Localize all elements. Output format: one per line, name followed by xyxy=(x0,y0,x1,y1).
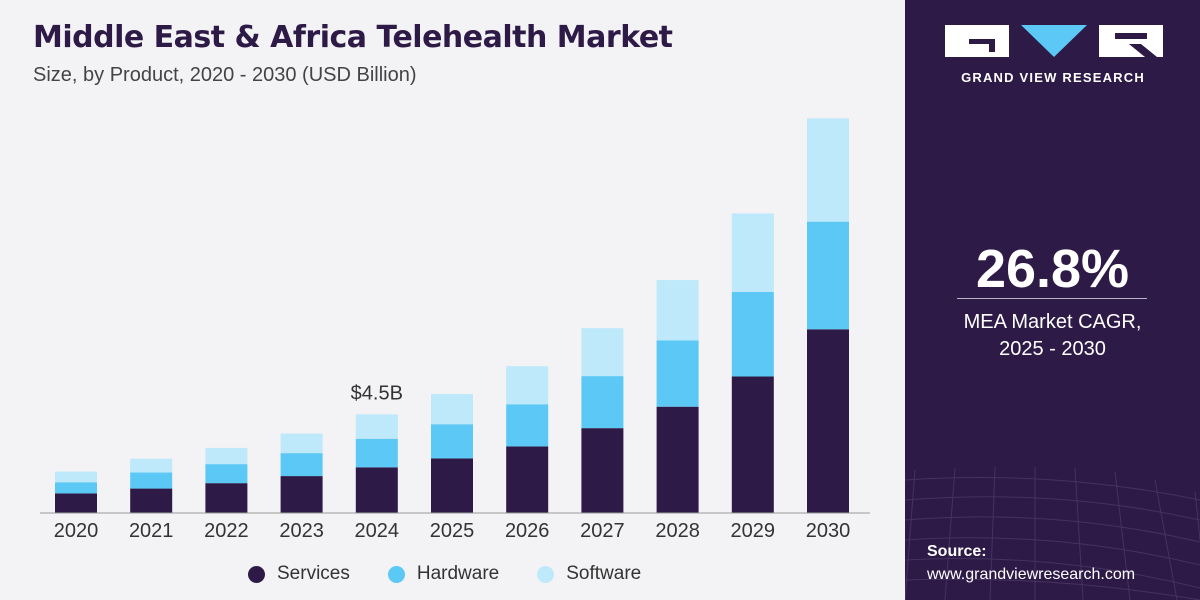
legend-item-software: Software xyxy=(537,563,641,585)
legend-label-hardware: Hardware xyxy=(416,563,500,584)
bar-software-2029 xyxy=(731,213,774,292)
bar-hardware-2028 xyxy=(656,340,699,407)
bar-hardware-2023 xyxy=(280,453,323,477)
stacked-bar-chart: 2020 2021 2022 2023 2024 $4.5B 2025 2026 2027 202… xyxy=(40,118,870,542)
logo-r-block xyxy=(1099,25,1163,57)
bar-services-2028 xyxy=(656,406,699,513)
chart-legend: Services Hardware Software xyxy=(248,562,679,586)
bar-software-2020 xyxy=(55,471,97,483)
legend-dot-software xyxy=(537,565,555,583)
bar-services-2021 xyxy=(130,488,173,513)
legend-dot-hardware xyxy=(387,565,405,583)
x-tick-2030: 2030 xyxy=(806,520,851,542)
legend-label-software: Software xyxy=(566,563,642,584)
cagr-label-line1: MEA Market CAGR, xyxy=(963,311,1142,333)
bar-hardware-2025 xyxy=(431,424,473,459)
cagr-label: MEA Market CAGR, 2025 - 2030 xyxy=(905,309,1200,363)
bar-hardware-2027 xyxy=(581,376,624,429)
bar-services-2024 xyxy=(355,467,398,513)
x-tick-2028: 2028 xyxy=(655,520,700,542)
chart-subtitle: Size, by Product, 2020 - 2030 (USD Billi… xyxy=(33,64,417,86)
chart-panel: Middle East & Africa Telehealth Market S… xyxy=(33,20,870,586)
bar-services-2025 xyxy=(431,458,473,513)
source-url[interactable]: www.grandviewresearch.com xyxy=(927,566,1136,583)
grid-decoration xyxy=(905,466,1200,600)
legend-item-hardware: Hardware xyxy=(387,563,500,585)
x-tick-2020: 2020 xyxy=(54,520,99,542)
bar-services-2027 xyxy=(581,428,624,513)
bar-software-2024 xyxy=(355,414,398,439)
x-tick-2025: 2025 xyxy=(430,520,475,542)
cagr-value: 26.8% xyxy=(975,239,1130,299)
bar-software-2025 xyxy=(431,394,473,425)
x-tick-2027: 2027 xyxy=(580,520,625,542)
x-tick-2024: 2024 xyxy=(355,520,400,542)
bar-software-2028 xyxy=(656,280,699,341)
bar-hardware-2024 xyxy=(355,438,398,468)
x-tick-2023: 2023 xyxy=(279,520,324,542)
brand-name: GRAND VIEW RESEARCH xyxy=(961,70,1145,85)
logo-v-triangle xyxy=(1021,25,1087,57)
source-label: Source: xyxy=(927,543,987,560)
bar-hardware-2026 xyxy=(506,404,549,447)
bar-services-2030 xyxy=(807,329,849,513)
x-tick-2022: 2022 xyxy=(204,520,249,542)
brand-panel: GRAND VIEW RESEARCH 26.8% MEA Market CAG… xyxy=(905,0,1200,600)
bar-services-2020 xyxy=(55,493,97,513)
x-tick-2021: 2021 xyxy=(129,520,174,542)
cagr-label-line2: 2025 - 2030 xyxy=(999,338,1106,360)
x-tick-2026: 2026 xyxy=(505,520,550,542)
bar-software-2023 xyxy=(280,433,323,454)
bar-software-2026 xyxy=(506,366,549,405)
bar-services-2023 xyxy=(280,476,323,513)
bar-software-2022 xyxy=(205,447,248,465)
cagr-divider xyxy=(957,298,1147,299)
bar-software-2021 xyxy=(130,458,173,473)
brand-logo xyxy=(945,25,1163,57)
annotation-2024: $4.5B xyxy=(351,382,403,404)
legend-dot-services xyxy=(248,565,265,583)
x-tick-2029: 2029 xyxy=(731,520,776,542)
bar-hardware-2021 xyxy=(130,472,173,489)
chart-title: Middle East & Africa Telehealth Market xyxy=(33,20,673,55)
legend-label-services: Services xyxy=(277,563,350,584)
bar-software-2027 xyxy=(581,328,624,377)
bar-hardware-2020 xyxy=(55,482,97,494)
bar-services-2029 xyxy=(731,376,774,513)
bar-software-2030 xyxy=(807,118,849,222)
bar-hardware-2030 xyxy=(807,221,849,330)
bar-hardware-2029 xyxy=(731,291,774,377)
legend-item-services: Services xyxy=(248,563,350,585)
bar-services-2022 xyxy=(205,483,248,513)
bar-hardware-2022 xyxy=(205,464,248,484)
bar-services-2026 xyxy=(506,446,549,513)
